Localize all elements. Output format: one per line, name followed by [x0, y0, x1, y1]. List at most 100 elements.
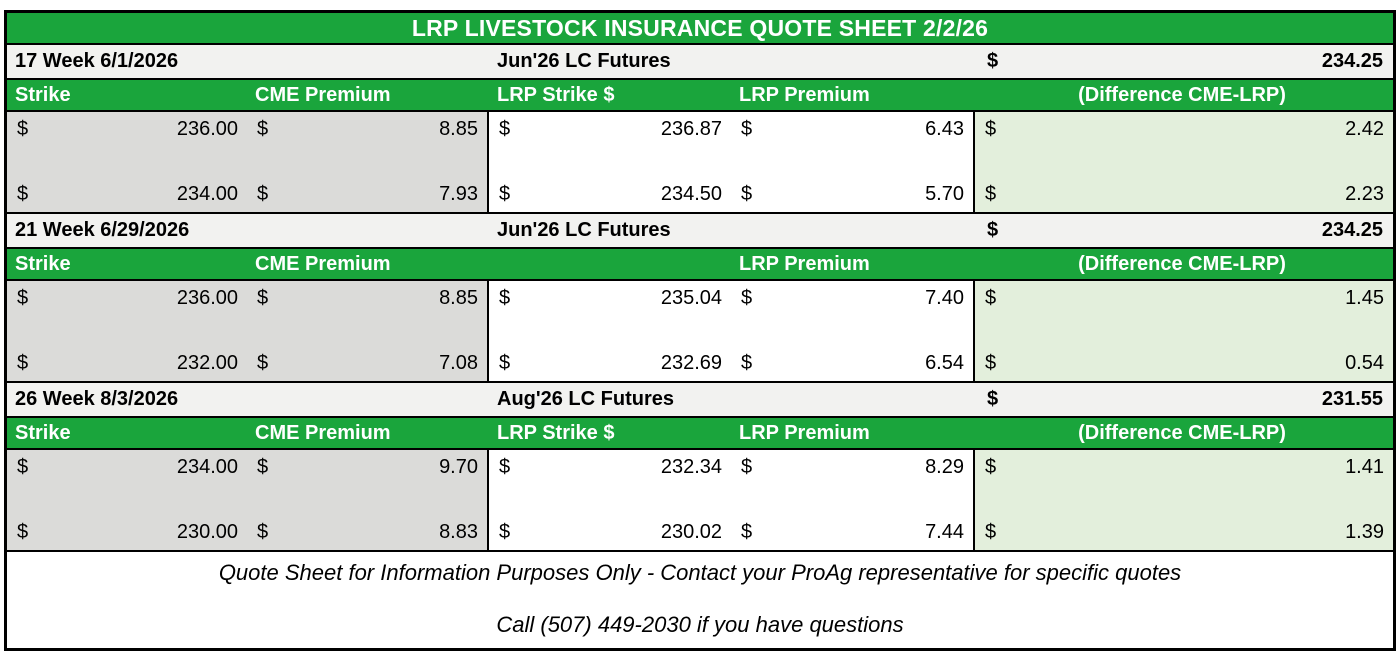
column-header-row-2: Strike CME Premium LRP Premium (Differen… [7, 249, 1393, 281]
difference-section: $ 1.41 $ 1.39 [975, 450, 1393, 550]
difference-value: 2.23 [1345, 182, 1384, 205]
lrp-premium-value: 7.44 [925, 520, 964, 543]
data-row: $ 230.02 $ 7.44 [489, 517, 973, 547]
cme-premium-cell: $ 8.85 [247, 118, 487, 141]
strike-value: 230.00 [176, 520, 238, 543]
week-label: 17 Week 6/1/2026 [15, 50, 179, 72]
futures-label: Jun'26 LC Futures [497, 50, 671, 72]
currency-symbol: $ [499, 117, 511, 140]
difference-value: 0.54 [1345, 351, 1384, 374]
data-row: $ 0.54 [975, 348, 1393, 378]
header-lrp-strike: LRP Strike $ [497, 421, 615, 444]
data-row: $ 1.45 [975, 283, 1393, 313]
currency-symbol: $ [741, 351, 753, 374]
currency-symbol: $ [985, 182, 997, 205]
lrp-section: $ 236.87 $ 6.43 $ 234.50 $ 5.70 [489, 112, 975, 212]
cme-premium-value: 8.85 [439, 286, 478, 309]
week-row-3: 26 Week 8/3/2026 Aug'26 LC Futures $ 231… [7, 383, 1393, 418]
lrp-strike-value: 232.69 [660, 351, 722, 374]
currency-symbol: $ [17, 455, 29, 478]
futures-currency: $ [987, 219, 999, 241]
currency-symbol: $ [985, 520, 997, 543]
data-row: $ 234.00 $ 9.70 [7, 452, 487, 482]
data-row: $ 232.69 $ 6.54 [489, 348, 973, 378]
currency-symbol: $ [17, 351, 29, 374]
cme-premium-cell: $ 7.08 [247, 352, 487, 375]
data-row: $ 235.04 $ 7.40 [489, 283, 973, 313]
currency-symbol: $ [257, 286, 269, 309]
cme-section: $ 236.00 $ 8.85 $ 234.00 $ 7.93 [7, 112, 489, 212]
lrp-strike-cell: $ 234.50 [489, 183, 731, 206]
futures-price: 234.25 [1321, 50, 1383, 72]
cme-premium-value: 8.83 [439, 520, 478, 543]
strike-cell: $ 236.00 [7, 287, 247, 310]
strike-cell: $ 234.00 [7, 456, 247, 479]
lrp-strike-cell: $ 232.69 [489, 352, 731, 375]
data-row: $ 234.50 $ 5.70 [489, 179, 973, 209]
column-header-row-3: Strike CME Premium LRP Strike $ LRP Prem… [7, 418, 1393, 450]
header-lrp-premium: LRP Premium [739, 83, 870, 106]
currency-symbol: $ [17, 182, 29, 205]
strike-value: 234.00 [176, 182, 238, 205]
lrp-premium-cell: $ 6.43 [731, 118, 973, 141]
lrp-strike-value: 230.02 [660, 520, 722, 543]
lrp-premium-value: 6.43 [925, 117, 964, 140]
lrp-strike-value: 235.04 [660, 286, 722, 309]
header-cme-premium: CME Premium [255, 83, 391, 106]
data-row: $ 236.87 $ 6.43 [489, 114, 973, 144]
data-block-3: $ 234.00 $ 9.70 $ 230.00 $ 8.83 [7, 450, 1393, 552]
title-bar: LRP LIVESTOCK INSURANCE QUOTE SHEET 2/2/… [7, 13, 1393, 45]
currency-symbol: $ [257, 117, 269, 140]
difference-cell: $ 1.45 [975, 287, 1393, 310]
header-lrp-premium: LRP Premium [739, 421, 870, 444]
data-block-2: $ 236.00 $ 8.85 $ 232.00 $ 7.08 [7, 281, 1393, 383]
header-difference: (Difference CME-LRP) [1078, 252, 1286, 275]
currency-symbol: $ [257, 351, 269, 374]
week-row-1: 17 Week 6/1/2026 Jun'26 LC Futures $ 234… [7, 45, 1393, 80]
lrp-premium-value: 8.29 [925, 455, 964, 478]
lrp-strike-value: 234.50 [660, 182, 722, 205]
header-strike: Strike [15, 252, 71, 275]
difference-value: 1.45 [1345, 286, 1384, 309]
futures-currency: $ [987, 50, 999, 72]
difference-value: 1.41 [1345, 455, 1384, 478]
cme-premium-cell: $ 9.70 [247, 456, 487, 479]
data-row: $ 232.34 $ 8.29 [489, 452, 973, 482]
header-difference: (Difference CME-LRP) [1078, 83, 1286, 106]
futures-currency: $ [987, 388, 999, 410]
data-row: $ 230.00 $ 8.83 [7, 517, 487, 547]
header-strike: Strike [15, 421, 71, 444]
lrp-premium-cell: $ 7.44 [731, 521, 973, 544]
header-lrp-premium: LRP Premium [739, 252, 870, 275]
currency-symbol: $ [257, 455, 269, 478]
futures-price: 234.25 [1321, 219, 1383, 241]
currency-symbol: $ [499, 286, 511, 309]
difference-cell: $ 1.39 [975, 521, 1393, 544]
difference-section: $ 2.42 $ 2.23 [975, 112, 1393, 212]
lrp-premium-value: 6.54 [925, 351, 964, 374]
data-row: $ 1.39 [975, 517, 1393, 547]
currency-symbol: $ [257, 520, 269, 543]
header-cme-premium: CME Premium [255, 421, 391, 444]
strike-value: 236.00 [176, 117, 238, 140]
cme-premium-cell: $ 7.93 [247, 183, 487, 206]
currency-symbol: $ [257, 182, 269, 205]
lrp-premium-cell: $ 7.40 [731, 287, 973, 310]
lrp-premium-value: 7.40 [925, 286, 964, 309]
week-label: 26 Week 8/3/2026 [15, 388, 179, 410]
data-row: $ 234.00 $ 7.93 [7, 179, 487, 209]
currency-symbol: $ [741, 455, 753, 478]
strike-cell: $ 234.00 [7, 183, 247, 206]
cme-premium-value: 9.70 [439, 455, 478, 478]
lrp-strike-cell: $ 235.04 [489, 287, 731, 310]
footer-disclaimer: Quote Sheet for Information Purposes Onl… [218, 560, 1182, 585]
difference-cell: $ 2.42 [975, 118, 1393, 141]
currency-symbol: $ [17, 286, 29, 309]
difference-cell: $ 0.54 [975, 352, 1393, 375]
lrp-premium-cell: $ 6.54 [731, 352, 973, 375]
difference-value: 1.39 [1345, 520, 1384, 543]
data-row: $ 1.41 [975, 452, 1393, 482]
currency-symbol: $ [741, 117, 753, 140]
lrp-premium-cell: $ 5.70 [731, 183, 973, 206]
cme-section: $ 236.00 $ 8.85 $ 232.00 $ 7.08 [7, 281, 489, 381]
